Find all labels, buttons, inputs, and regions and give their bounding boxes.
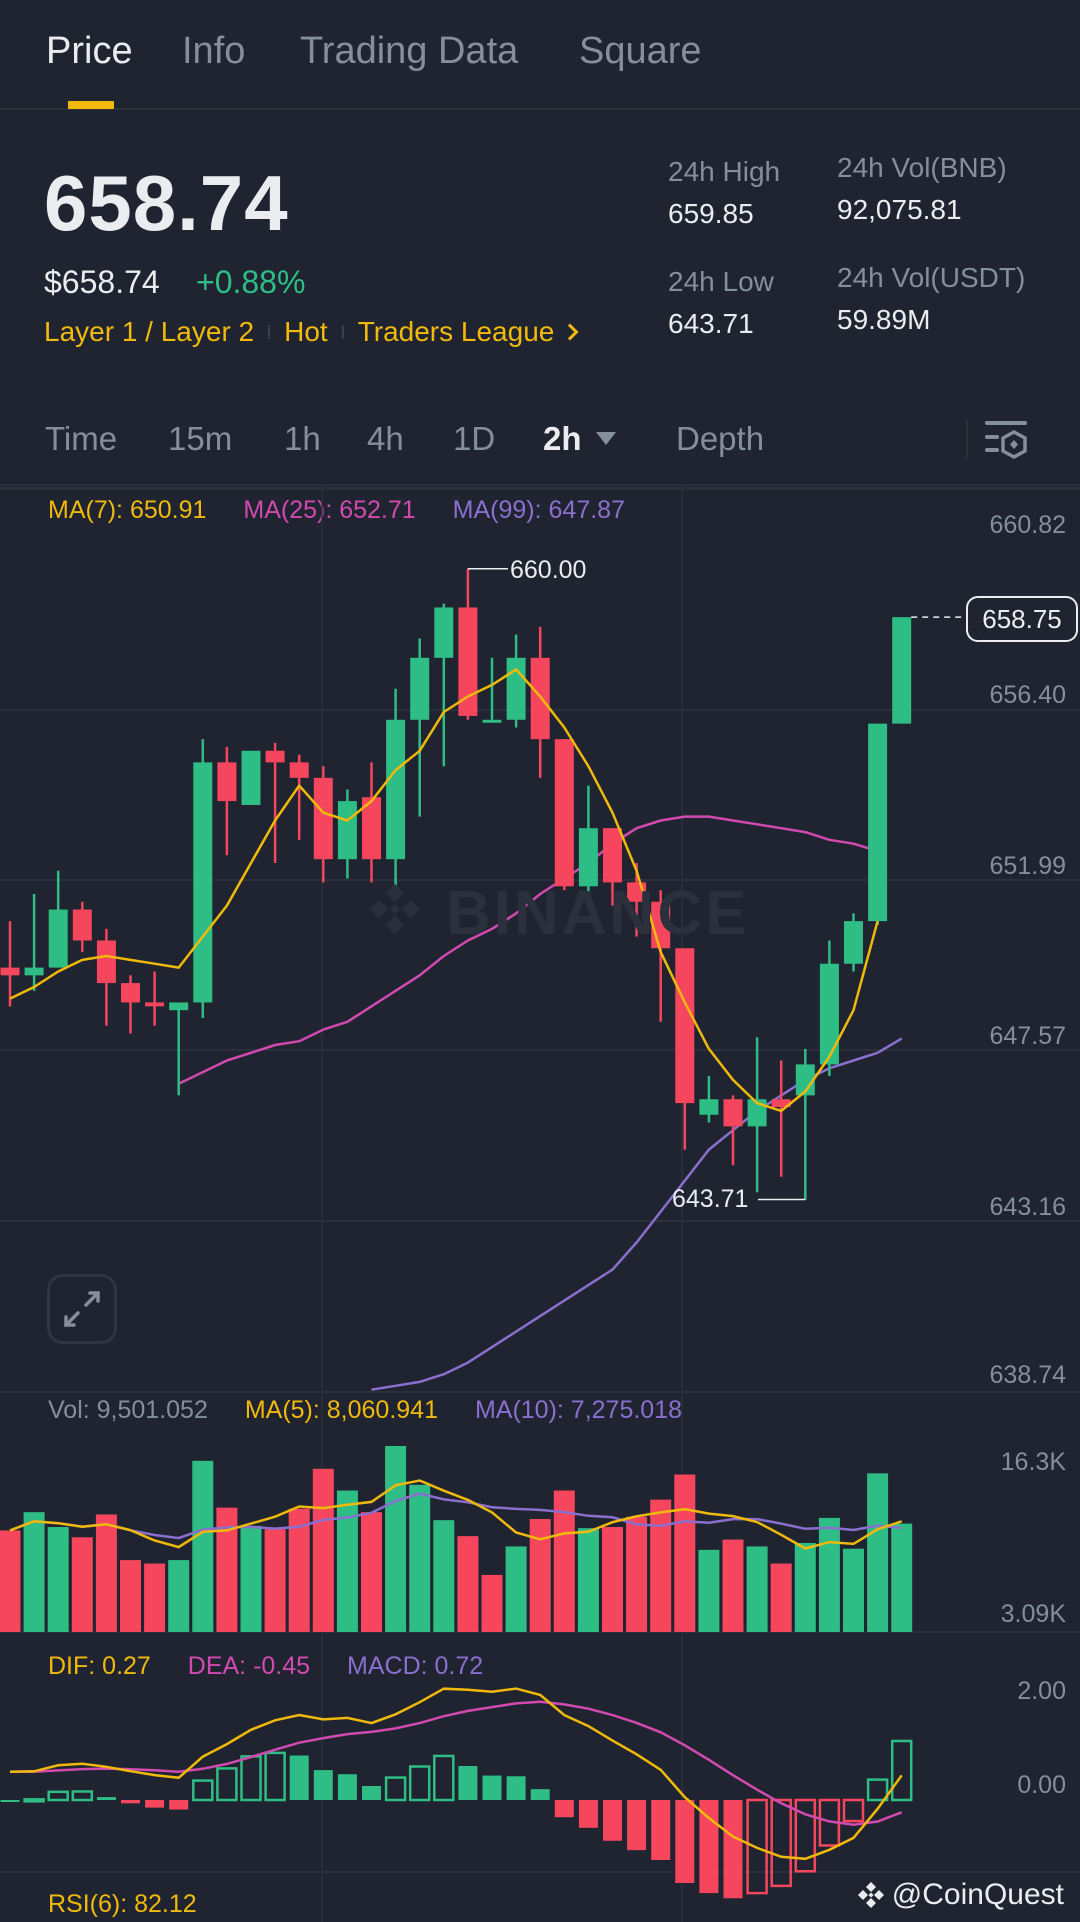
rsi-legend: RSI(6): 82.12: [48, 1890, 227, 1919]
interval-time[interactable]: Time: [45, 420, 118, 457]
tag-traders-league[interactable]: Traders League: [357, 316, 555, 347]
interval-depth[interactable]: Depth: [676, 420, 765, 457]
price-axis-label: 660.82: [989, 511, 1066, 539]
macd-legend: DIF: 0.27 DEA: -0.45 MACD: 0.72: [48, 1652, 513, 1681]
tab-price[interactable]: Price: [46, 30, 133, 72]
watermark: BINANCE: [446, 879, 750, 948]
low-value: 643.71: [668, 308, 754, 339]
ma99-legend: MA(99): 647.87: [452, 496, 625, 524]
binance-logo-icon: [857, 1882, 884, 1908]
price-axis-label: 647.57: [989, 1022, 1066, 1050]
price-axis-label: 643.16: [989, 1193, 1066, 1221]
interval-4h[interactable]: 4h: [367, 420, 404, 457]
chart-settings-icon[interactable]: [985, 418, 1031, 464]
interval-15m[interactable]: 15m: [168, 420, 233, 457]
volume-ma5: MA(5): 8,060.941: [244, 1396, 438, 1424]
volume-axis-label: 3.09K: [1000, 1600, 1066, 1628]
price-change-percent: +0.88%: [196, 264, 306, 300]
macd-axis-label: 2.00: [1017, 1677, 1066, 1705]
expand-arrows-icon: [64, 1291, 100, 1327]
price-axis-label: 651.99: [989, 852, 1066, 880]
interval-1d[interactable]: 1D: [453, 420, 496, 457]
interval-bar: Time 15m 1h 4h 1D 2h Depth: [0, 410, 1080, 490]
last-price-tag: 658.75: [966, 596, 1078, 642]
volume-legend: Vol: 9,501.052 MA(5): 8,060.941 MA(10): …: [48, 1396, 712, 1425]
tab-info[interactable]: Info: [182, 30, 246, 72]
usd-price: $658.74: [44, 264, 160, 300]
macd-dea: DEA: -0.45: [187, 1652, 311, 1680]
last-price: 658.74: [44, 159, 289, 247]
low-label: 24h Low: [668, 266, 774, 297]
dropdown-caret-icon[interactable]: [596, 432, 616, 445]
ma-legend: MA(7): 650.91 MA(25): 652.71 MA(99): 647…: [48, 496, 655, 525]
volume-axis-label: 16.3K: [1000, 1448, 1066, 1476]
tag-separator: [268, 325, 271, 339]
ma25-legend: MA(25): 652.71: [243, 496, 416, 524]
volume-value: Vol: 9,501.052: [48, 1396, 208, 1424]
interval-2h[interactable]: 2h: [543, 420, 582, 457]
price-axis-label: 656.40: [989, 681, 1066, 709]
vol-base-value: 92,075.81: [837, 194, 962, 225]
ma7-legend: MA(7): 650.91: [48, 496, 207, 524]
price-axis-label: 638.74: [989, 1361, 1066, 1389]
binance-logo-watermark-icon: [370, 884, 420, 934]
credit: @CoinQuest: [856, 1878, 1064, 1912]
vol-quote-label: 24h Vol(USDT): [837, 262, 1026, 293]
tag-hot[interactable]: Hot: [284, 316, 328, 347]
credit-text: @CoinQuest: [891, 1878, 1064, 1911]
high-value: 659.85: [668, 198, 754, 229]
active-tab-indicator: [68, 101, 114, 109]
rsi-value: RSI(6): 82.12: [48, 1890, 197, 1918]
macd-axis-label: 0.00: [1017, 1771, 1066, 1799]
high-label: 24h High: [668, 156, 781, 187]
high-marker-label: 660.00: [510, 556, 587, 584]
low-marker-label: 643.71: [672, 1185, 749, 1213]
divider: [966, 420, 968, 458]
macd-dif: DIF: 0.27: [48, 1652, 151, 1680]
tab-bar: Price Info Trading Data Square: [0, 0, 1080, 110]
fullscreen-button[interactable]: [47, 1274, 117, 1344]
volume-ma10: MA(10): 7,275.018: [474, 1396, 683, 1424]
tag-separator: [341, 325, 344, 339]
tag-layer[interactable]: Layer 1 / Layer 2: [44, 316, 255, 347]
interval-1h[interactable]: 1h: [284, 420, 321, 457]
tab-square[interactable]: Square: [579, 30, 702, 72]
vol-quote-value: 59.89M: [837, 304, 931, 335]
macd-value: MACD: 0.72: [347, 1652, 484, 1680]
tag-list: Layer 1 / Layer 2 Hot Traders League: [44, 316, 579, 348]
tab-trading-data[interactable]: Trading Data: [300, 30, 519, 72]
vol-base-label: 24h Vol(BNB): [837, 152, 1007, 183]
